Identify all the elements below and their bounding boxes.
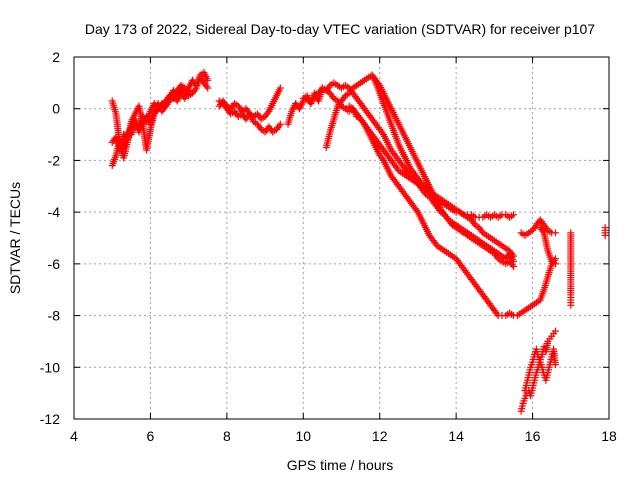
data-point-track-a: [204, 84, 212, 92]
axis-ticks: [73, 56, 610, 420]
data-point-track-j: [470, 219, 478, 227]
data-point-track-c: [185, 87, 193, 95]
data-point-isolated: [567, 301, 575, 309]
x-tick-label: 14: [448, 428, 464, 444]
data-point-track-e: [276, 84, 284, 92]
y-tick-label: -10: [40, 359, 60, 375]
chart-title: Day 173 of 2022, Sidereal Day-to-day VTE…: [85, 21, 595, 37]
y-tick-label: 0: [52, 101, 60, 117]
data-point-track-d: [275, 122, 283, 130]
data-point-track-b: [191, 86, 199, 94]
data-point-track-g: [378, 129, 386, 137]
x-tick-label: 4: [70, 428, 78, 444]
x-tick-label: 6: [147, 428, 155, 444]
data-point-track-d: [256, 124, 264, 132]
data-point-track-f: [493, 310, 501, 318]
x-tick-label: 12: [372, 428, 388, 444]
y-tick-label: -12: [40, 411, 60, 427]
data-point-track-e: [264, 109, 272, 117]
data-point-isolated: [601, 231, 609, 239]
data-point-track-o: [552, 260, 559, 268]
x-tick-label: 8: [223, 428, 231, 444]
y-tick-label: 2: [52, 49, 60, 65]
data-point-track-f: [413, 206, 421, 214]
data-point-track-h: [447, 219, 455, 227]
data-point-track-j: [394, 165, 402, 173]
data-point-track-b: [204, 76, 212, 84]
data-point-track-j: [478, 227, 486, 235]
data-point-track-j: [509, 252, 517, 260]
data-point-track-f: [329, 93, 337, 101]
data-point-track-d: [276, 120, 284, 128]
y-tick-label: -2: [48, 152, 61, 168]
data-point-track-a: [202, 82, 210, 90]
x-tick-label: 16: [525, 428, 541, 444]
data-point-track-f: [432, 240, 440, 248]
data-point-track-n: [552, 229, 559, 237]
data-point-track-f: [378, 155, 386, 163]
y-tick-label: -6: [48, 256, 61, 272]
y-tick-label: -4: [48, 204, 61, 220]
data-point-track-e: [222, 100, 230, 108]
x-tick-label: 18: [601, 428, 617, 444]
data-point-track-h: [340, 94, 348, 102]
x-axis-title: GPS time / hours: [287, 457, 394, 473]
data-point-track-h: [508, 261, 516, 269]
y-axis-title: SDTVAR / TECUs: [7, 182, 23, 294]
data-point-track-h: [493, 253, 501, 261]
data-point-track-g: [325, 83, 333, 91]
grid-lines: [74, 57, 609, 419]
data-point-track-o: [539, 227, 547, 235]
plot-frame: [73, 56, 610, 420]
data-point-track-l: [552, 327, 559, 335]
data-point-track-n: [543, 225, 551, 233]
x-tick-label: 10: [295, 428, 311, 444]
data-point-track-m: [552, 361, 559, 369]
data-points: [108, 69, 609, 415]
data-point-track-h: [509, 262, 517, 270]
data-point-track-j: [508, 250, 516, 258]
data-point-track-e: [245, 108, 253, 116]
data-point-track-i: [509, 211, 517, 219]
y-tick-label: -8: [48, 308, 61, 324]
data-point-track-h: [348, 86, 356, 94]
